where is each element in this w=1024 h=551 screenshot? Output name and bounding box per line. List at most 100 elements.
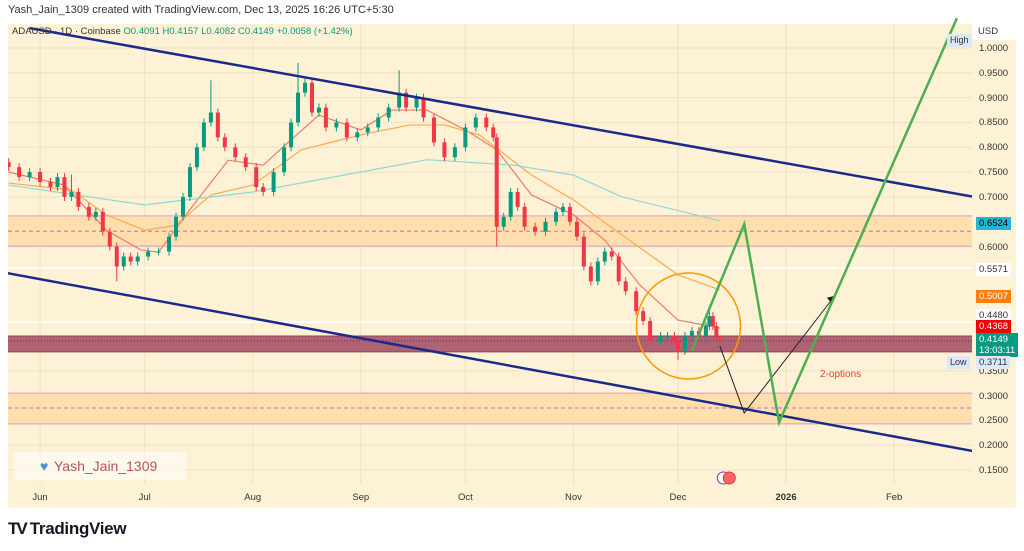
close-value: C0.4149 — [238, 26, 274, 37]
candle-body — [501, 216, 506, 227]
candle-body — [167, 236, 172, 252]
candle-body — [135, 256, 140, 262]
time-tick-label: Sep — [352, 492, 370, 503]
price-tick-label: 0.3500 — [979, 365, 1009, 377]
candle-body — [201, 122, 206, 148]
candle-body — [623, 281, 628, 292]
candle-body — [107, 231, 112, 247]
candle-body — [208, 112, 213, 123]
candle-body — [581, 236, 586, 267]
candle-body — [641, 311, 646, 322]
time-tick-label: Nov — [564, 492, 582, 503]
candle-body — [355, 132, 360, 138]
price-tick-label: 0.8500 — [979, 117, 1009, 129]
candle-body — [386, 107, 391, 118]
candle-body — [397, 92, 402, 108]
time-tick-label: Jun — [32, 492, 48, 503]
price-label: 0.4149 13:03:11 — [976, 333, 1019, 357]
low-value: L0.4082 — [201, 26, 236, 37]
candle-body — [100, 211, 105, 232]
candle-body — [676, 340, 680, 351]
candle-body — [543, 221, 548, 232]
candle-body — [404, 92, 409, 108]
price-tick-label: 0.1500 — [979, 465, 1009, 477]
countdown-label: 13:03:11 — [979, 345, 1016, 356]
option-path — [719, 295, 836, 414]
candle-body — [609, 251, 614, 257]
candle-body — [452, 147, 457, 158]
author-watermark: ♥ Yash_Jain_1309 — [14, 452, 186, 480]
candle-body — [8, 162, 11, 168]
candle-body — [473, 117, 478, 128]
tv-logo-icon: TV — [8, 519, 28, 538]
time-tick-label: Aug — [244, 492, 262, 503]
candle-body — [717, 335, 722, 339]
candle-body — [296, 92, 301, 123]
candle-body — [289, 122, 294, 148]
candle-body — [55, 177, 60, 188]
channel-line — [29, 26, 972, 198]
candle-body — [215, 112, 220, 138]
candle-body — [282, 147, 287, 173]
candle-body — [491, 127, 496, 138]
candle-body — [156, 251, 161, 253]
highlight-circle — [635, 272, 742, 380]
candle-body — [634, 291, 639, 312]
moving-average-line — [8, 109, 720, 329]
tradingview-logo[interactable]: TV TradingView — [8, 519, 127, 539]
candle-body — [522, 206, 527, 227]
candle-body — [682, 335, 687, 351]
price-label: 0.6524 — [976, 217, 1012, 230]
candle-body — [365, 127, 370, 133]
candle-body — [344, 122, 349, 138]
candle-body — [62, 177, 67, 197]
price-tick-label: 0.3000 — [979, 390, 1009, 402]
candle-body — [421, 97, 426, 118]
candle-body — [707, 316, 712, 327]
candle-body — [588, 266, 593, 282]
candle-body — [194, 147, 199, 168]
price-tick-label: 0.9000 — [979, 92, 1009, 104]
currency-button[interactable]: USD — [972, 23, 1016, 40]
candle-body — [222, 137, 227, 148]
plot-area — [8, 24, 972, 484]
time-tick-label: Dec — [669, 492, 687, 503]
price-tick-label: 0.2000 — [979, 440, 1009, 452]
change-value: +0.0058 (+1.42%) — [276, 26, 353, 37]
candle-body — [243, 157, 248, 168]
price-label: 0.3711 — [976, 356, 1011, 369]
price-label: 0.4368 — [976, 320, 1012, 333]
candle-body — [648, 321, 653, 341]
channel-line — [8, 271, 972, 453]
price-tick-label: 0.7500 — [979, 167, 1009, 179]
candle-body — [710, 316, 715, 327]
candle-body — [17, 167, 22, 178]
candle-body — [442, 142, 447, 158]
price-tick-label: 0.8000 — [979, 142, 1009, 154]
candle-body — [508, 191, 513, 217]
candle-body — [93, 211, 98, 217]
price-label: 0.5571 — [976, 263, 1012, 276]
candle-body — [334, 122, 339, 128]
candle-body — [714, 326, 719, 336]
zone — [8, 393, 972, 424]
candle-body — [121, 256, 126, 267]
flag-icon — [722, 471, 736, 485]
candle-body — [254, 167, 259, 188]
chart-credit: Yash_Jain_1309 created with TradingView.… — [8, 4, 394, 16]
candle-body — [515, 191, 520, 207]
candle-body — [48, 182, 53, 188]
candle-body — [484, 117, 489, 128]
price-tick-label: 0.6000 — [979, 241, 1009, 253]
projection-path — [690, 17, 959, 427]
candle-body — [560, 206, 565, 212]
annotation-text: 2-options — [820, 369, 862, 380]
candle-body — [494, 137, 499, 227]
candle-body — [323, 107, 328, 128]
price-tick-label: 1.0000 — [979, 43, 1009, 54]
zone — [8, 335, 972, 352]
candle-body — [261, 187, 266, 192]
price-tick-label: 0.7000 — [979, 191, 1009, 203]
time-tick-label: Oct — [457, 492, 473, 503]
